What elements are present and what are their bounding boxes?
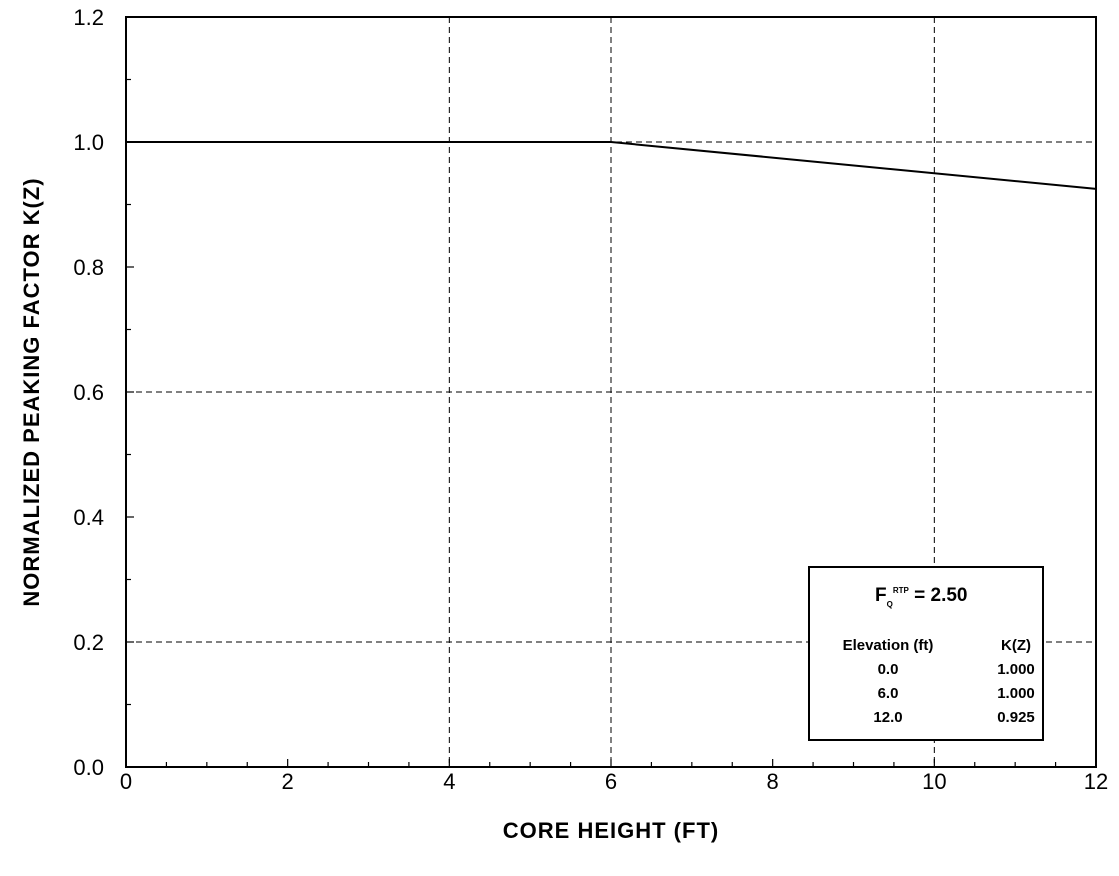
y-tick-label: 1.0 bbox=[73, 130, 104, 155]
inset-cell-elevation: 0.0 bbox=[878, 661, 899, 678]
inset-title-superscript: RTP bbox=[893, 586, 910, 595]
inset-cell-elevation: 6.0 bbox=[878, 685, 899, 702]
inset-table: FQRTP = 2.50 Elevation (ft) K(Z) 0.0 1.000 6… bbox=[808, 566, 1044, 741]
y-tick-label: 0.4 bbox=[73, 505, 104, 530]
inset-header-kz: K(Z) bbox=[1001, 637, 1031, 654]
x-tick-label: 0 bbox=[120, 769, 132, 794]
y-axis-title: NORMALIZED PEAKING FACTOR K(Z) bbox=[19, 177, 44, 606]
y-tick-label: 0.6 bbox=[73, 380, 104, 405]
inset-cell-kz: 0.925 bbox=[997, 709, 1035, 726]
y-tick-label: 0.2 bbox=[73, 630, 104, 655]
y-tick-label: 0.0 bbox=[73, 755, 104, 780]
inset-title-main: F bbox=[875, 585, 887, 606]
inset-table-box bbox=[808, 566, 1044, 741]
inset-title-subscript: Q bbox=[887, 600, 893, 609]
y-tick-label: 1.2 bbox=[73, 5, 104, 30]
inset-cell-kz: 1.000 bbox=[997, 661, 1035, 678]
x-axis-title: CORE HEIGHT (FT) bbox=[503, 818, 719, 843]
inset-header-elevation: Elevation (ft) bbox=[843, 637, 934, 654]
x-tick-label: 2 bbox=[282, 769, 294, 794]
y-tick-label: 0.8 bbox=[73, 255, 104, 280]
x-tick-label: 6 bbox=[605, 769, 617, 794]
x-tick-label: 10 bbox=[922, 769, 946, 794]
x-tick-label: 12 bbox=[1084, 769, 1108, 794]
plot-area-frame bbox=[125, 16, 1097, 768]
series-line bbox=[126, 141, 1097, 190]
tick-labels: 0 2 4 6 8 10 12 0.0 0.2 0.4 0.6 0.8 1.0 1.2 bbox=[73, 5, 1108, 794]
x-tick-label: 4 bbox=[443, 769, 455, 794]
inset-table-rows: Elevation (ft) K(Z) 0.0 1.000 6.0 1.000 12.0 0.… bbox=[843, 637, 1035, 726]
inset-cell-kz: 1.000 bbox=[997, 685, 1035, 702]
inset-table-title: FQRTP = 2.50 bbox=[875, 585, 967, 609]
x-tick-label: 8 bbox=[767, 769, 779, 794]
inset-cell-elevation: 12.0 bbox=[873, 709, 902, 726]
inset-title-value: = 2.50 bbox=[909, 585, 968, 606]
series-layer bbox=[126, 141, 1097, 190]
